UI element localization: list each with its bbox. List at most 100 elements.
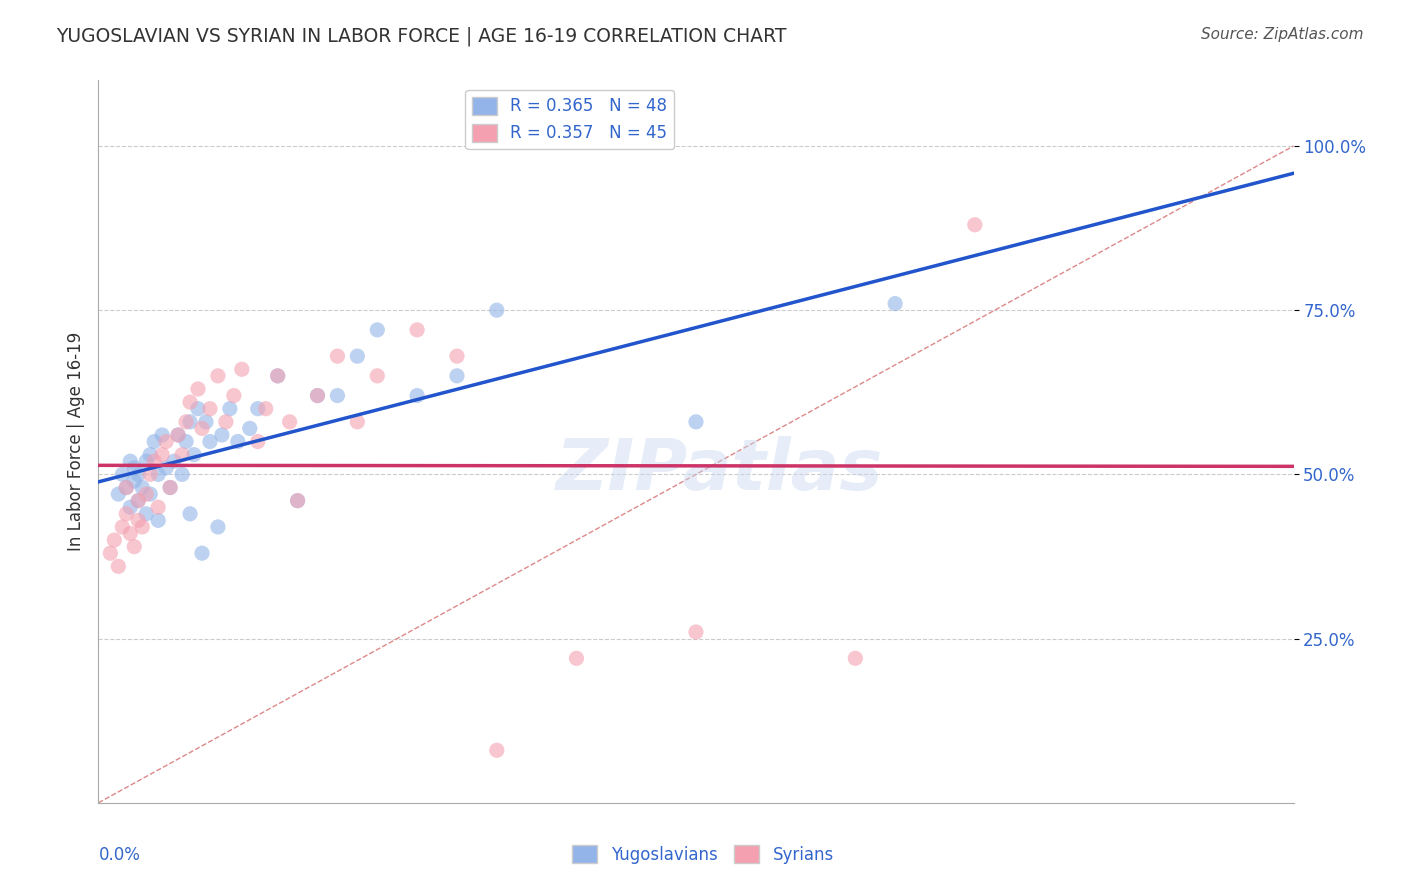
- Point: [131, 520, 153, 534]
- Point: [115, 481, 138, 495]
- Point: [135, 487, 157, 501]
- Legend: R = 0.365   N = 48, R = 0.357   N = 45: R = 0.365 N = 48, R = 0.357 N = 45: [465, 90, 673, 149]
- Point: [231, 362, 253, 376]
- Point: [120, 454, 142, 468]
- Point: [183, 448, 205, 462]
- Point: [98, 546, 122, 560]
- Point: [179, 415, 201, 429]
- Point: [127, 467, 149, 482]
- Point: [267, 368, 290, 383]
- Text: Source: ZipAtlas.com: Source: ZipAtlas.com: [1201, 27, 1364, 42]
- Point: [167, 428, 190, 442]
- Point: [844, 651, 866, 665]
- Point: [111, 520, 134, 534]
- Point: [267, 368, 290, 383]
- Text: ZIPatlas: ZIPatlas: [557, 436, 883, 505]
- Point: [174, 434, 197, 449]
- Point: [246, 434, 269, 449]
- Point: [366, 323, 388, 337]
- Point: [148, 467, 170, 482]
- Point: [127, 493, 149, 508]
- Point: [148, 513, 170, 527]
- Point: [159, 481, 181, 495]
- Point: [346, 415, 368, 429]
- Point: [226, 434, 249, 449]
- Point: [239, 421, 262, 435]
- Point: [120, 526, 142, 541]
- Legend: Yugoslavians, Syrians: Yugoslavians, Syrians: [565, 838, 841, 871]
- Text: 0.0%: 0.0%: [98, 847, 141, 864]
- Point: [107, 487, 129, 501]
- Point: [155, 434, 177, 449]
- Point: [254, 401, 277, 416]
- Point: [446, 349, 468, 363]
- Point: [406, 388, 429, 402]
- Point: [174, 415, 197, 429]
- Point: [143, 434, 166, 449]
- Point: [219, 401, 242, 416]
- Point: [120, 500, 142, 515]
- Point: [115, 481, 138, 495]
- Point: [198, 434, 221, 449]
- Point: [139, 448, 162, 462]
- Point: [107, 559, 129, 574]
- Point: [485, 303, 508, 318]
- Point: [222, 388, 245, 402]
- Point: [187, 382, 209, 396]
- Point: [215, 415, 238, 429]
- Point: [172, 448, 194, 462]
- Point: [127, 493, 149, 508]
- Point: [150, 428, 173, 442]
- Point: [191, 546, 214, 560]
- Point: [685, 625, 707, 640]
- Point: [139, 467, 162, 482]
- Point: [172, 467, 194, 482]
- Point: [139, 487, 162, 501]
- Point: [124, 474, 146, 488]
- Point: [103, 533, 125, 547]
- Point: [131, 481, 153, 495]
- Point: [963, 218, 986, 232]
- Point: [159, 481, 181, 495]
- Point: [207, 520, 229, 534]
- Point: [167, 428, 190, 442]
- Point: [135, 454, 157, 468]
- Point: [198, 401, 221, 416]
- Point: [124, 460, 146, 475]
- Y-axis label: In Labor Force | Age 16-19: In Labor Force | Age 16-19: [66, 332, 84, 551]
- Point: [163, 454, 186, 468]
- Point: [191, 421, 214, 435]
- Point: [211, 428, 233, 442]
- Point: [148, 500, 170, 515]
- Point: [884, 296, 907, 310]
- Point: [406, 323, 429, 337]
- Point: [326, 349, 349, 363]
- Point: [307, 388, 329, 402]
- Point: [246, 401, 269, 416]
- Point: [143, 454, 166, 468]
- Point: [187, 401, 209, 416]
- Point: [326, 388, 349, 402]
- Point: [111, 467, 134, 482]
- Point: [287, 493, 309, 508]
- Point: [685, 415, 707, 429]
- Point: [207, 368, 229, 383]
- Point: [346, 349, 368, 363]
- Point: [127, 513, 149, 527]
- Point: [287, 493, 309, 508]
- Point: [155, 460, 177, 475]
- Text: YUGOSLAVIAN VS SYRIAN IN LABOR FORCE | AGE 16-19 CORRELATION CHART: YUGOSLAVIAN VS SYRIAN IN LABOR FORCE | A…: [56, 27, 787, 46]
- Point: [485, 743, 508, 757]
- Point: [115, 507, 138, 521]
- Point: [179, 395, 201, 409]
- Point: [135, 507, 157, 521]
- Point: [307, 388, 329, 402]
- Point: [446, 368, 468, 383]
- Point: [278, 415, 301, 429]
- Point: [195, 415, 218, 429]
- Point: [565, 651, 588, 665]
- Point: [150, 448, 173, 462]
- Point: [179, 507, 201, 521]
- Point: [366, 368, 388, 383]
- Point: [124, 540, 146, 554]
